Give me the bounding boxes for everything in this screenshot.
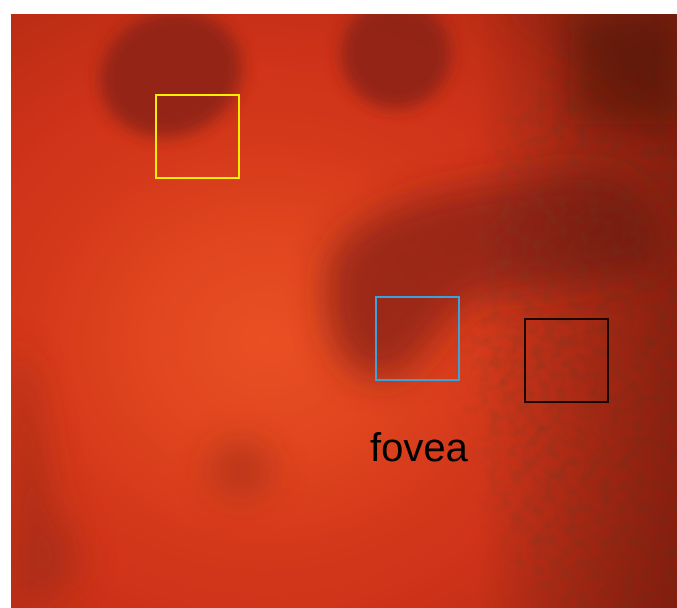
retina-image	[11, 14, 677, 608]
yellow-region-box	[155, 94, 240, 179]
black-region-box	[524, 318, 609, 403]
fovea-label: fovea	[370, 426, 468, 470]
retina-photo	[11, 14, 677, 608]
blue-region-box	[375, 296, 460, 381]
